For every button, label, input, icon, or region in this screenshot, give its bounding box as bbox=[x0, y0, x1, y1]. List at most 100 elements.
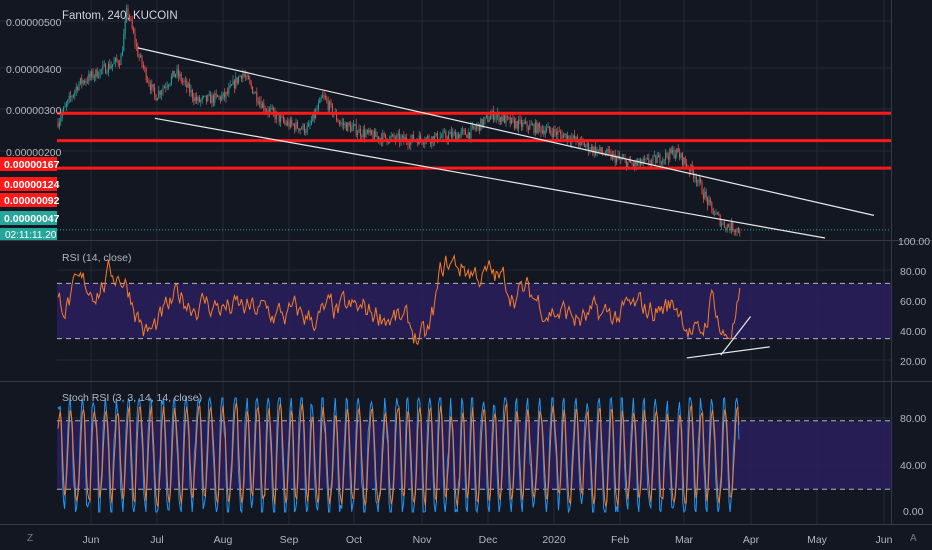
candle-body bbox=[550, 130, 552, 134]
candle-body bbox=[271, 108, 273, 109]
candle-body bbox=[729, 226, 731, 231]
candle-body bbox=[362, 129, 364, 137]
candle-body bbox=[483, 119, 485, 127]
candle-body bbox=[309, 123, 311, 125]
rsi-tick-label: 80.00 bbox=[900, 266, 926, 278]
candle-body bbox=[331, 104, 333, 115]
zoom-reset-icon[interactable]: Z bbox=[27, 533, 33, 544]
candle-body bbox=[322, 95, 324, 98]
candle-body bbox=[207, 95, 209, 101]
candle-body bbox=[252, 86, 254, 94]
rsi-pane[interactable] bbox=[57, 253, 891, 361]
candle-body bbox=[730, 222, 732, 231]
rsi-tick-label: 100.00 bbox=[898, 236, 930, 248]
candle-body bbox=[214, 93, 216, 103]
candle-body bbox=[86, 81, 88, 83]
candle-body bbox=[141, 55, 143, 65]
candle-body bbox=[393, 134, 395, 139]
candle-body bbox=[112, 64, 114, 67]
stoch-axis[interactable]: 80.00 40.00 0.00 bbox=[900, 413, 926, 518]
candle-body bbox=[218, 96, 220, 98]
candle-body bbox=[445, 131, 447, 138]
stoch-pane[interactable] bbox=[57, 396, 891, 514]
candle-body bbox=[172, 70, 174, 77]
candle-body bbox=[361, 135, 363, 137]
candle-body bbox=[525, 121, 527, 124]
candle-body bbox=[648, 158, 650, 164]
candle-body bbox=[646, 158, 648, 159]
candle-body bbox=[705, 191, 707, 198]
candle-body bbox=[574, 135, 576, 140]
candle-body bbox=[61, 113, 63, 118]
candle-body bbox=[140, 55, 142, 57]
candle-body bbox=[722, 222, 724, 224]
candle-body bbox=[505, 115, 507, 124]
candle-body bbox=[186, 80, 188, 88]
candle-body bbox=[323, 95, 325, 97]
candle-body bbox=[436, 132, 438, 142]
candle-body bbox=[310, 121, 312, 124]
candle-body bbox=[327, 101, 329, 111]
candle-body bbox=[57, 123, 59, 127]
candle-body bbox=[198, 97, 200, 102]
candle-body bbox=[515, 121, 517, 128]
candle-body bbox=[611, 154, 613, 159]
time-tick-label: Jun bbox=[876, 534, 893, 546]
candle-body bbox=[547, 126, 549, 128]
candle-body bbox=[625, 159, 627, 168]
candle-body bbox=[235, 77, 237, 89]
candle-body bbox=[513, 119, 515, 128]
candle-body bbox=[106, 72, 108, 74]
candle-body bbox=[93, 76, 95, 79]
stoch-tick-label: 40.00 bbox=[900, 460, 926, 472]
price-axis[interactable]: 0.00000500 0.00000400 0.00000300 0.00000… bbox=[6, 17, 62, 159]
candle-body bbox=[635, 161, 637, 166]
candle-body bbox=[697, 181, 699, 183]
candle-body bbox=[523, 122, 525, 124]
candle-body bbox=[424, 142, 426, 144]
candle-body bbox=[628, 159, 630, 162]
time-axis[interactable]: Jun Jul Aug Sep Oct Nov Dec 2020 Feb Mar… bbox=[83, 534, 893, 546]
candle-body bbox=[681, 153, 683, 165]
price-tick-label: 0.00000500 bbox=[6, 17, 62, 29]
candle-body bbox=[590, 146, 592, 151]
candle-body bbox=[131, 19, 133, 29]
time-tick-label: Mar bbox=[675, 534, 694, 546]
candle-body bbox=[522, 122, 524, 127]
candle-body bbox=[676, 148, 678, 155]
candle-body bbox=[473, 125, 475, 129]
candle-body bbox=[222, 92, 224, 96]
candle-body bbox=[189, 83, 191, 93]
candle-body bbox=[667, 156, 669, 160]
candle-body bbox=[103, 64, 105, 66]
candle-body bbox=[592, 146, 594, 154]
auto-scale-icon[interactable]: A bbox=[910, 533, 917, 544]
rsi-axis[interactable]: 100.00 80.00 60.00 40.00 20.00 bbox=[898, 236, 930, 368]
candle-body bbox=[669, 148, 671, 160]
candle-body bbox=[89, 73, 91, 77]
candle-body bbox=[320, 97, 322, 99]
candle-body bbox=[260, 101, 262, 108]
candle-body bbox=[600, 147, 602, 153]
candle-body bbox=[107, 63, 109, 73]
candle-body bbox=[284, 121, 286, 123]
candle-body bbox=[212, 95, 214, 103]
candle-body bbox=[441, 136, 443, 138]
candle-body bbox=[387, 142, 389, 144]
candle-body bbox=[420, 135, 422, 140]
candle-body bbox=[121, 51, 123, 56]
level-tag-label: 0.00000092 bbox=[4, 195, 60, 207]
candle-body bbox=[449, 131, 451, 135]
candle-body bbox=[347, 122, 349, 131]
candle-body bbox=[254, 92, 256, 94]
level-tag: 0.00000124 bbox=[0, 177, 60, 191]
time-tick-label: May bbox=[807, 534, 828, 546]
candle-body bbox=[634, 161, 636, 167]
candle-body bbox=[509, 117, 511, 124]
candle-body bbox=[728, 224, 730, 227]
time-tick-label: Jun bbox=[83, 534, 100, 546]
candle-body bbox=[435, 132, 437, 136]
level-tag-label: 0.00000124 bbox=[4, 179, 60, 191]
rsi-band bbox=[57, 283, 891, 339]
